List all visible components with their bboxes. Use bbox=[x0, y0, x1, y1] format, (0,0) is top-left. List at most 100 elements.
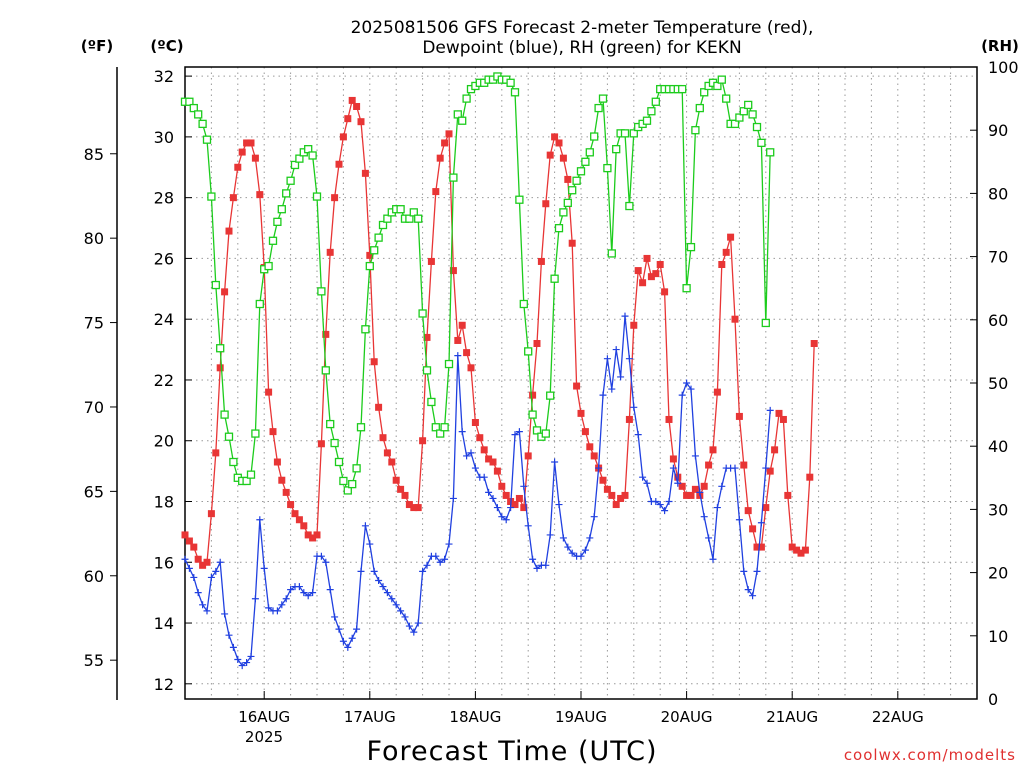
temperature-point bbox=[436, 154, 444, 162]
temperature-point bbox=[181, 531, 189, 539]
dewpoint-point bbox=[498, 513, 506, 521]
dewpoint-point bbox=[744, 586, 752, 594]
rh-point bbox=[744, 100, 753, 110]
temperature-point bbox=[713, 388, 721, 396]
dewpoint-point bbox=[577, 552, 585, 560]
temperature-point bbox=[269, 428, 277, 436]
rh-point bbox=[700, 88, 709, 97]
celsius-tick-label: 18 bbox=[154, 493, 174, 512]
rh-point bbox=[431, 423, 440, 432]
temperature-point bbox=[291, 510, 299, 518]
temperature-point bbox=[771, 446, 779, 454]
rh-point bbox=[207, 192, 216, 201]
dewpoint-point bbox=[331, 613, 339, 621]
dewpoint-point bbox=[419, 567, 427, 575]
temperature-point bbox=[647, 273, 655, 281]
rh-point bbox=[361, 325, 370, 334]
temperature-point bbox=[370, 358, 378, 366]
temperature-point bbox=[247, 139, 255, 147]
dewpoint-point bbox=[401, 613, 409, 621]
dewpoint-point bbox=[617, 373, 625, 381]
x-tick-label: 17AUG bbox=[344, 708, 396, 726]
rh-point bbox=[396, 205, 405, 214]
dewpoint-point bbox=[207, 573, 215, 581]
rh-point bbox=[691, 126, 700, 135]
temperature-point bbox=[581, 428, 589, 436]
temperature-point bbox=[489, 458, 497, 466]
rh-point bbox=[409, 208, 418, 217]
chart-title-line-1: 2025081506 GFS Forecast 2-meter Temperat… bbox=[351, 18, 814, 38]
rh-point bbox=[563, 198, 572, 208]
dewpoint-point bbox=[581, 546, 589, 554]
axes bbox=[116, 66, 978, 700]
dewpoint-point bbox=[458, 428, 466, 436]
dewpoint-point bbox=[705, 534, 713, 542]
temperature-point bbox=[401, 491, 409, 499]
rh-point bbox=[766, 148, 775, 157]
temperature-point bbox=[559, 154, 567, 162]
rh-point bbox=[524, 347, 533, 356]
dewpoint-point bbox=[551, 458, 559, 466]
temperature-point bbox=[691, 485, 699, 493]
rh-point bbox=[378, 220, 388, 230]
temperature-point bbox=[366, 251, 374, 259]
temperature-point bbox=[221, 288, 229, 296]
temperature-point bbox=[590, 452, 598, 460]
dewpoint-point bbox=[199, 601, 207, 609]
x-tick-label: 22AUG bbox=[872, 708, 924, 726]
temperature-point bbox=[687, 491, 695, 499]
temperature-point bbox=[441, 139, 449, 147]
temperature-point bbox=[634, 267, 642, 275]
temperature-point bbox=[243, 139, 251, 147]
dewpoint-point bbox=[564, 543, 572, 551]
fahrenheit-tick-label: 75 bbox=[84, 314, 104, 333]
dewpoint-point bbox=[753, 567, 761, 575]
dewpoint-point bbox=[634, 431, 642, 439]
temperature-point bbox=[427, 257, 435, 265]
temperature-point bbox=[480, 446, 488, 454]
temperature-point bbox=[410, 504, 418, 512]
temperature-point bbox=[463, 349, 471, 357]
dewpoint-point bbox=[590, 513, 598, 521]
rh-point bbox=[422, 366, 432, 375]
rh-point bbox=[629, 129, 638, 138]
dewpoint-point bbox=[282, 595, 290, 603]
temperature-point bbox=[744, 507, 752, 515]
temperature-point bbox=[357, 118, 365, 126]
temperature-point bbox=[797, 549, 805, 557]
temperature-point bbox=[810, 340, 818, 347]
dewpoint-point bbox=[326, 586, 334, 594]
rh-point bbox=[436, 429, 445, 438]
dewpoint-point bbox=[243, 659, 251, 667]
temperature-point bbox=[735, 412, 743, 420]
rh-tick-label: 60 bbox=[988, 311, 1008, 330]
temperature-point bbox=[731, 315, 739, 323]
rh-point bbox=[515, 195, 524, 204]
rh-point bbox=[211, 280, 220, 290]
rh-point bbox=[510, 88, 520, 97]
dewpoint-point bbox=[322, 558, 330, 566]
rh-point bbox=[194, 110, 203, 119]
rh-point bbox=[290, 160, 300, 170]
rh-point bbox=[506, 78, 515, 87]
dewpoint-point bbox=[696, 488, 704, 496]
dewpoint-point bbox=[639, 473, 647, 481]
celsius-tick-label: 26 bbox=[154, 249, 174, 268]
temperature-point bbox=[185, 537, 193, 545]
rh-point bbox=[414, 214, 423, 223]
x-tick-label: 16AUG bbox=[238, 708, 290, 726]
temperature-point bbox=[265, 388, 273, 396]
dewpoint-point bbox=[265, 604, 273, 612]
rh-point bbox=[519, 299, 528, 309]
dewpoint-point bbox=[630, 403, 638, 411]
temperature-point bbox=[300, 522, 308, 530]
rh-point bbox=[598, 94, 608, 103]
temperature-point bbox=[533, 340, 541, 347]
rh-point bbox=[418, 309, 427, 318]
fahrenheit-tick-label: 80 bbox=[84, 229, 104, 248]
dewpoint-point bbox=[190, 573, 198, 581]
dewpoint-point bbox=[559, 534, 567, 542]
dewpoint-point bbox=[749, 592, 757, 600]
rh-point bbox=[312, 192, 322, 201]
rh-point bbox=[603, 163, 612, 173]
